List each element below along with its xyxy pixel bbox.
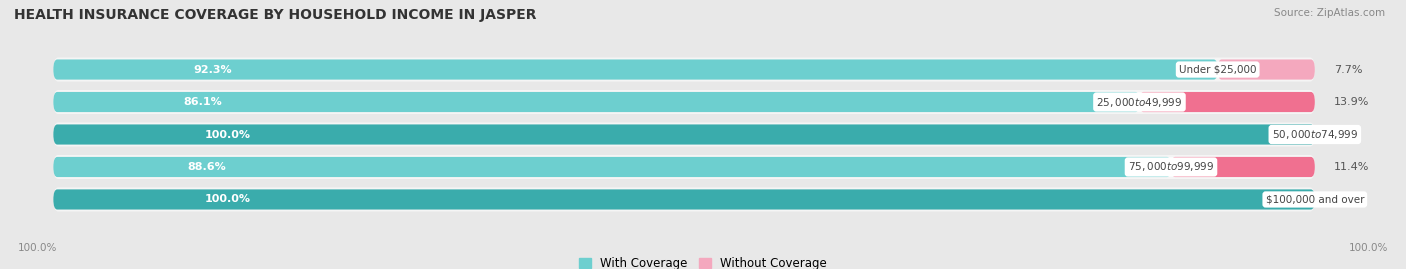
Text: Under $25,000: Under $25,000 (1178, 65, 1257, 75)
Text: 100.0%: 100.0% (1348, 243, 1388, 253)
FancyBboxPatch shape (53, 157, 1171, 177)
FancyBboxPatch shape (53, 125, 1315, 144)
Text: 11.4%: 11.4% (1334, 162, 1369, 172)
Text: $75,000 to $99,999: $75,000 to $99,999 (1128, 161, 1215, 174)
Text: 100.0%: 100.0% (205, 129, 250, 140)
Text: 13.9%: 13.9% (1334, 97, 1369, 107)
FancyBboxPatch shape (1218, 59, 1315, 80)
FancyBboxPatch shape (53, 155, 1315, 179)
Text: Source: ZipAtlas.com: Source: ZipAtlas.com (1274, 8, 1385, 18)
FancyBboxPatch shape (53, 189, 1315, 210)
FancyBboxPatch shape (53, 90, 1315, 114)
Text: 100.0%: 100.0% (205, 194, 250, 204)
Text: 88.6%: 88.6% (187, 162, 226, 172)
Text: $50,000 to $74,999: $50,000 to $74,999 (1271, 128, 1358, 141)
Text: 92.3%: 92.3% (193, 65, 232, 75)
FancyBboxPatch shape (53, 92, 1139, 112)
FancyBboxPatch shape (53, 58, 1315, 82)
Legend: With Coverage, Without Coverage: With Coverage, Without Coverage (579, 257, 827, 269)
Text: HEALTH INSURANCE COVERAGE BY HOUSEHOLD INCOME IN JASPER: HEALTH INSURANCE COVERAGE BY HOUSEHOLD I… (14, 8, 537, 22)
Text: 0.0%: 0.0% (1334, 129, 1362, 140)
FancyBboxPatch shape (53, 59, 1218, 80)
Text: 7.7%: 7.7% (1334, 65, 1362, 75)
Text: 86.1%: 86.1% (184, 97, 222, 107)
Text: $100,000 and over: $100,000 and over (1265, 194, 1364, 204)
FancyBboxPatch shape (1171, 157, 1315, 177)
Text: $25,000 to $49,999: $25,000 to $49,999 (1097, 95, 1182, 108)
FancyBboxPatch shape (53, 187, 1315, 211)
Text: 0.0%: 0.0% (1334, 194, 1362, 204)
Text: 100.0%: 100.0% (18, 243, 58, 253)
FancyBboxPatch shape (1139, 92, 1315, 112)
FancyBboxPatch shape (53, 122, 1315, 147)
